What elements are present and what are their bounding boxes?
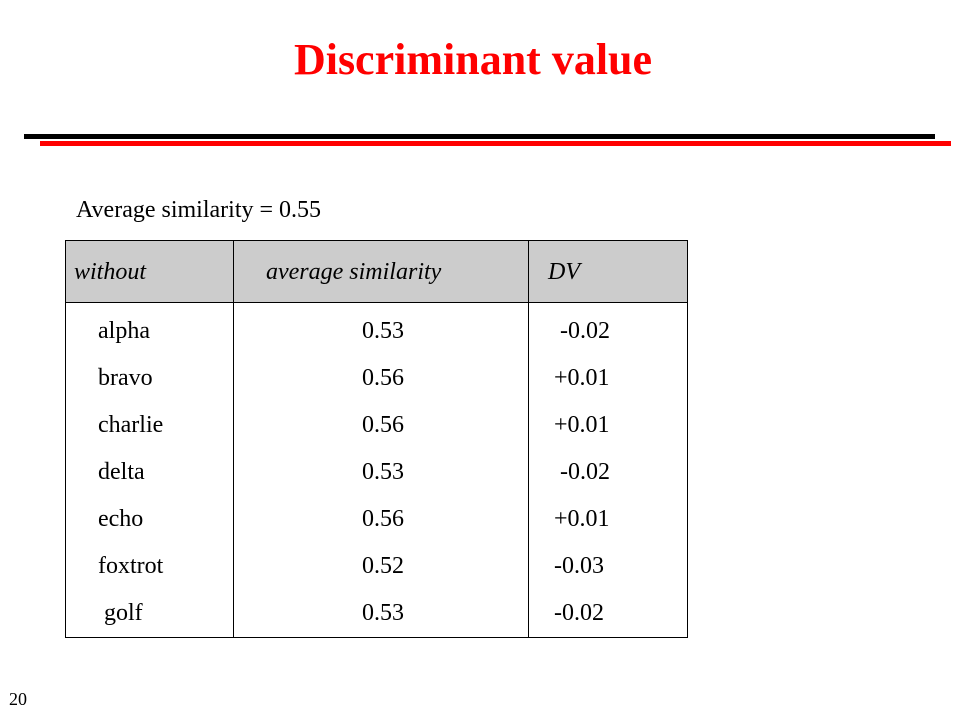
average-similarity-text: Average similarity = 0.55: [76, 197, 322, 223]
column-divider: [528, 241, 529, 637]
table-row: bravo 0.56 +0.01: [66, 363, 687, 410]
cell-without: alpha: [98, 318, 150, 344]
cell-without: bravo: [98, 365, 153, 391]
dv-table: without average similarity DV alpha 0.53…: [65, 240, 688, 638]
table-row: golf 0.53 -0.02: [66, 598, 687, 645]
table-row: echo 0.56 +0.01: [66, 504, 687, 551]
cell-dv: +0.01: [554, 506, 610, 532]
cell-dv: -0.03: [554, 553, 604, 579]
header-average-similarity: average similarity: [266, 259, 442, 285]
cell-average-similarity: 0.56: [362, 506, 404, 532]
slide-title: Discriminant value: [293, 35, 653, 84]
title-rule-red: [40, 141, 951, 146]
cell-average-similarity: 0.52: [362, 553, 404, 579]
cell-dv: -0.02: [554, 318, 610, 344]
table-row: delta 0.53 -0.02: [66, 457, 687, 504]
cell-average-similarity: 0.53: [362, 600, 404, 626]
header-dv: DV: [548, 259, 580, 285]
cell-average-similarity: 0.56: [362, 365, 404, 391]
cell-dv: +0.01: [554, 412, 610, 438]
cell-dv: +0.01: [554, 365, 610, 391]
cell-average-similarity: 0.53: [362, 318, 404, 344]
table-row: alpha 0.53 -0.02: [66, 316, 687, 363]
cell-without: foxtrot: [98, 553, 164, 579]
cell-dv: -0.02: [554, 459, 610, 485]
cell-without: golf: [98, 600, 143, 626]
cell-without: echo: [98, 506, 144, 532]
cell-average-similarity: 0.53: [362, 459, 404, 485]
table-row: charlie 0.56 +0.01: [66, 410, 687, 457]
column-divider: [233, 241, 234, 637]
header-without: without: [74, 259, 147, 285]
cell-average-similarity: 0.56: [362, 412, 404, 438]
cell-without: delta: [98, 459, 145, 485]
title-rule-black: [24, 134, 935, 139]
cell-without: charlie: [98, 412, 164, 438]
cell-dv: -0.02: [554, 600, 604, 626]
page-number: 20: [9, 689, 27, 709]
table-header: without average similarity DV: [66, 241, 687, 303]
table-row: foxtrot 0.52 -0.03: [66, 551, 687, 598]
